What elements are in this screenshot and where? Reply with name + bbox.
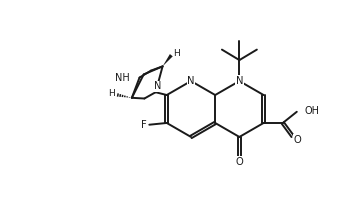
Text: O: O xyxy=(293,135,301,145)
Text: H: H xyxy=(173,49,180,58)
Text: OH: OH xyxy=(305,106,319,116)
Text: N: N xyxy=(236,76,243,86)
Text: F: F xyxy=(141,120,147,130)
Polygon shape xyxy=(163,54,173,66)
Text: O: O xyxy=(235,157,243,167)
Text: N: N xyxy=(187,76,195,86)
Text: N: N xyxy=(154,81,161,91)
Text: H: H xyxy=(108,89,115,98)
Text: NH: NH xyxy=(115,73,130,83)
